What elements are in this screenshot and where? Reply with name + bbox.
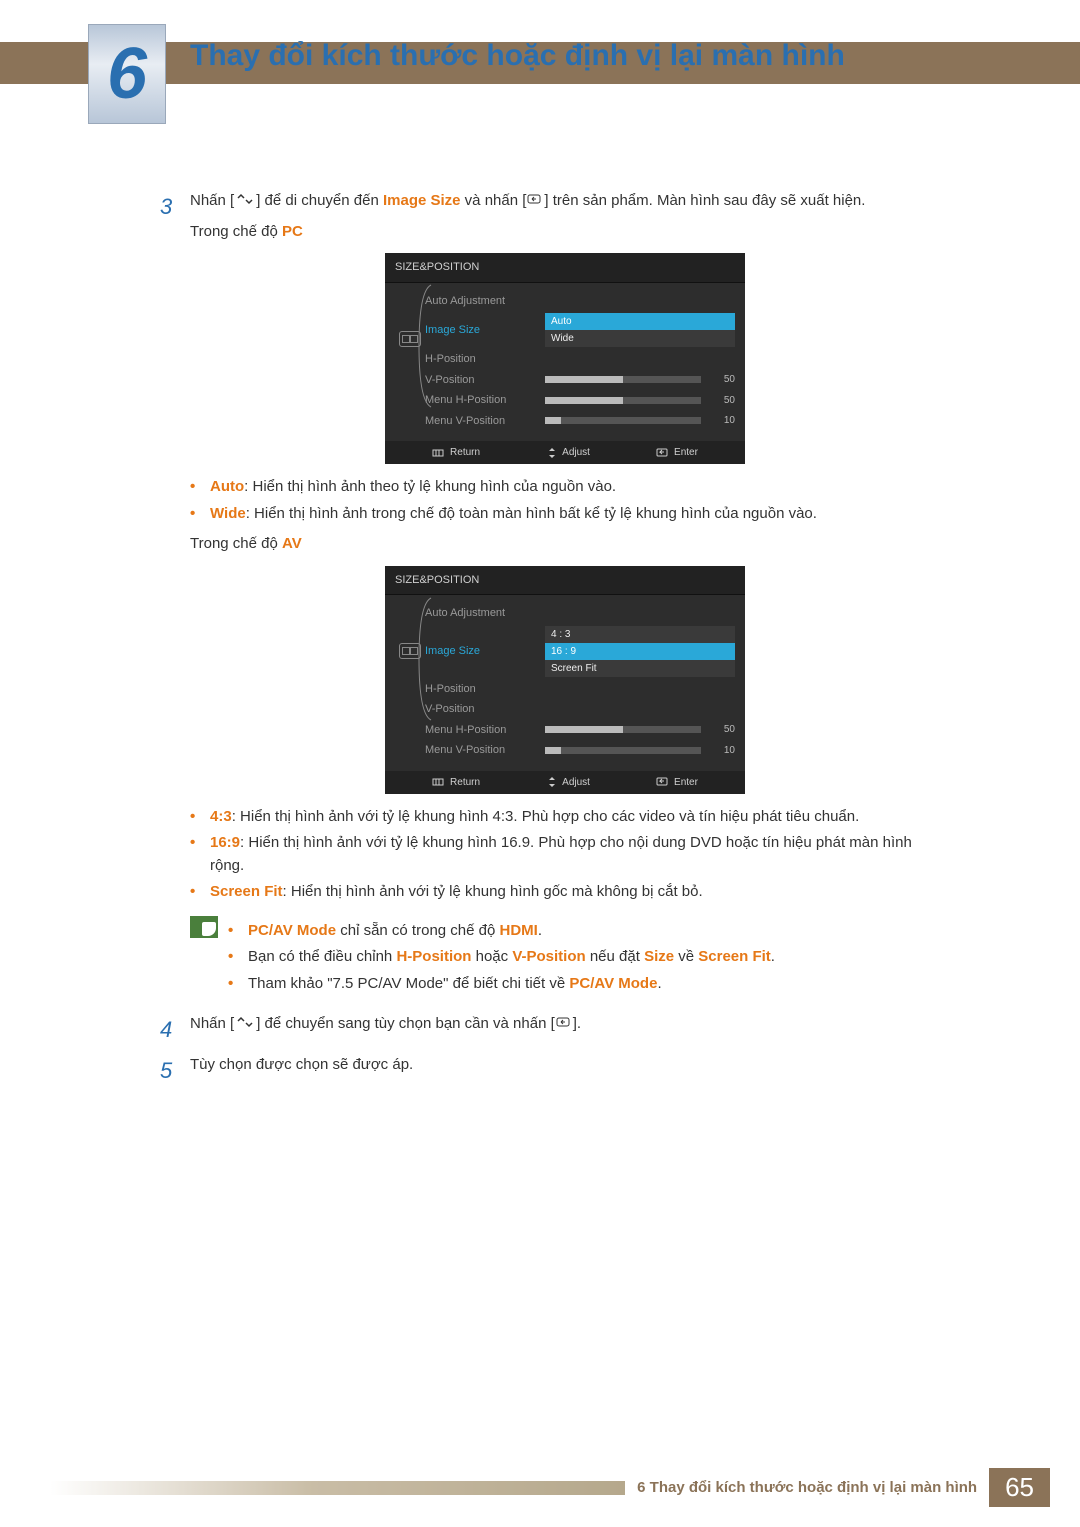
osd-item: Menu H-Position (425, 392, 545, 409)
osd-footer: Return Adjust Enter (385, 441, 745, 464)
up-down-icon (234, 190, 256, 213)
osd-footer-adjust: Adjust (546, 775, 590, 790)
osd-body: Auto Adjustment Image Size 4 : 3 16 : 9 … (385, 595, 745, 771)
text: Trong chế độ (190, 535, 282, 552)
osd-body: Auto Adjustment Image Size Auto Wide H-P… (385, 283, 745, 442)
note-text: Bạn có thể điều chỉnh H-Position hoặc V-… (248, 946, 940, 969)
text: Trong chế độ (190, 223, 282, 240)
bullet-text: Screen Fit: Hiển thị hình ảnh với tỷ lệ … (210, 881, 940, 904)
osd-dropdown: Auto Wide (545, 313, 735, 347)
bullet-icon: • (190, 806, 210, 829)
osd-option: 16 : 9 (545, 643, 735, 660)
step-body: Nhấn [] để chuyển sang tùy chọn bạn cần … (190, 1013, 940, 1046)
page-footer: 6 Thay đổi kích thước hoặc định vị lại m… (0, 1468, 1080, 1507)
slider-value: 50 (711, 372, 735, 387)
osd-footer-adjust: Adjust (546, 445, 590, 460)
osd-title: SIZE&POSITION (385, 253, 745, 283)
osd-footer-return: Return (432, 775, 480, 790)
bullet-icon: • (228, 920, 248, 943)
osd-item: Auto Adjustment (425, 605, 545, 622)
osd-dropdown: 4 : 3 16 : 9 Screen Fit (545, 626, 735, 677)
bullet-icon: • (190, 476, 210, 499)
osd-item: V-Position (425, 372, 545, 389)
bullet-text: Wide: Hiển thị hình ảnh trong chế độ toà… (210, 503, 940, 526)
osd-title: SIZE&POSITION (385, 566, 745, 596)
step-number: 5 (160, 1054, 190, 1087)
text: ] trên sản phẩm. Màn hình sau đây sẽ xuấ… (544, 192, 865, 209)
content-area: 3 Nhấn [ ] để di chuyển đến Image Size và… (160, 190, 940, 1095)
osd-pc: SIZE&POSITION Auto Adjustment Image Size… (385, 253, 745, 464)
highlight: AV (282, 535, 302, 552)
osd-option: 4 : 3 (545, 626, 735, 643)
slider-value: 50 (711, 393, 735, 408)
osd-item: H-Position (425, 351, 545, 368)
osd-option: Screen Fit (545, 660, 735, 677)
bullet-text: 16:9: Hiển thị hình ảnh với tỷ lệ khung … (210, 832, 940, 877)
highlight: PC (282, 223, 303, 240)
chapter-number: 6 (107, 33, 147, 115)
text: Nhấn [ (190, 192, 234, 209)
footer-gradient (0, 1481, 625, 1495)
osd-item: Auto Adjustment (425, 293, 545, 310)
bullet-list-pc: •Auto: Hiển thị hình ảnh theo tỷ lệ khun… (190, 476, 940, 525)
footer-chapter-text: 6 Thay đổi kích thước hoặc định vị lại m… (625, 1479, 989, 1496)
note-box: •PC/AV Mode chỉ sẵn có trong chế độ HDMI… (190, 916, 940, 1000)
step-number: 4 (160, 1013, 190, 1046)
step-body: Nhấn [ ] để di chuyển đến Image Size và n… (190, 190, 940, 999)
bullet-text: Auto: Hiển thị hình ảnh theo tỷ lệ khung… (210, 476, 940, 499)
note-content: •PC/AV Mode chỉ sẵn có trong chế độ HDMI… (228, 916, 940, 1000)
note-text: Tham khảo "7.5 PC/AV Mode" để biết chi t… (248, 973, 940, 996)
bullet-list-av: •4:3: Hiển thị hình ảnh với tỷ lệ khung … (190, 806, 940, 904)
text: và nhấn [ (461, 192, 527, 209)
osd-item: H-Position (425, 681, 545, 698)
osd-item: Menu V-Position (425, 742, 545, 759)
text: ] để di chuyển đến (256, 192, 383, 209)
osd-footer-enter: Enter (656, 775, 698, 790)
note-text: PC/AV Mode chỉ sẵn có trong chế độ HDMI. (248, 920, 940, 943)
osd-menu: Auto Adjustment Image Size 4 : 3 16 : 9 … (425, 603, 735, 761)
slider-value: 10 (711, 743, 735, 758)
step-number: 3 (160, 190, 190, 999)
osd-menu: Auto Adjustment Image Size Auto Wide H-P… (425, 291, 735, 432)
highlight: Image Size (383, 192, 461, 209)
osd-av: SIZE&POSITION Auto Adjustment Image Size… (385, 566, 745, 794)
osd-item: Menu V-Position (425, 413, 545, 430)
osd-item-selected: Image Size (425, 322, 545, 339)
bullet-icon: • (190, 503, 210, 526)
osd-footer-enter: Enter (656, 445, 698, 460)
mode-av-label: Trong chế độ AV (190, 533, 940, 556)
footer-page-number: 65 (989, 1468, 1050, 1507)
osd-item: V-Position (425, 701, 545, 718)
enter-icon (526, 190, 544, 213)
step-3: 3 Nhấn [ ] để di chuyển đến Image Size và… (160, 190, 940, 999)
note-icon (190, 916, 218, 938)
osd-item: Menu H-Position (425, 722, 545, 739)
bullet-icon: • (228, 946, 248, 969)
chapter-title: Thay đổi kích thước hoặc định vị lại màn… (190, 38, 910, 74)
step-body: Tùy chọn được chọn sẽ được áp. (190, 1054, 940, 1087)
size-position-icon (399, 331, 421, 347)
step-4: 4 Nhấn [] để chuyển sang tùy chọn bạn cầ… (160, 1013, 940, 1046)
page: 6 Thay đổi kích thước hoặc định vị lại m… (0, 0, 1080, 1527)
bullet-icon: • (190, 832, 210, 877)
slider-value: 50 (711, 722, 735, 737)
size-position-icon (399, 643, 421, 659)
mode-pc-label: Trong chế độ PC (190, 221, 940, 244)
chapter-number-box: 6 (88, 24, 166, 124)
bullet-icon: • (190, 881, 210, 904)
osd-footer-return: Return (432, 445, 480, 460)
osd-option: Wide (545, 330, 735, 347)
osd-item-selected: Image Size (425, 643, 545, 660)
bullet-text: 4:3: Hiển thị hình ảnh với tỷ lệ khung h… (210, 806, 940, 829)
osd-option: Auto (545, 313, 735, 330)
step-5: 5 Tùy chọn được chọn sẽ được áp. (160, 1054, 940, 1087)
up-down-icon (234, 1013, 256, 1036)
bullet-icon: • (228, 973, 248, 996)
osd-footer: Return Adjust Enter (385, 771, 745, 794)
enter-icon (555, 1013, 573, 1036)
slider-value: 10 (711, 413, 735, 428)
